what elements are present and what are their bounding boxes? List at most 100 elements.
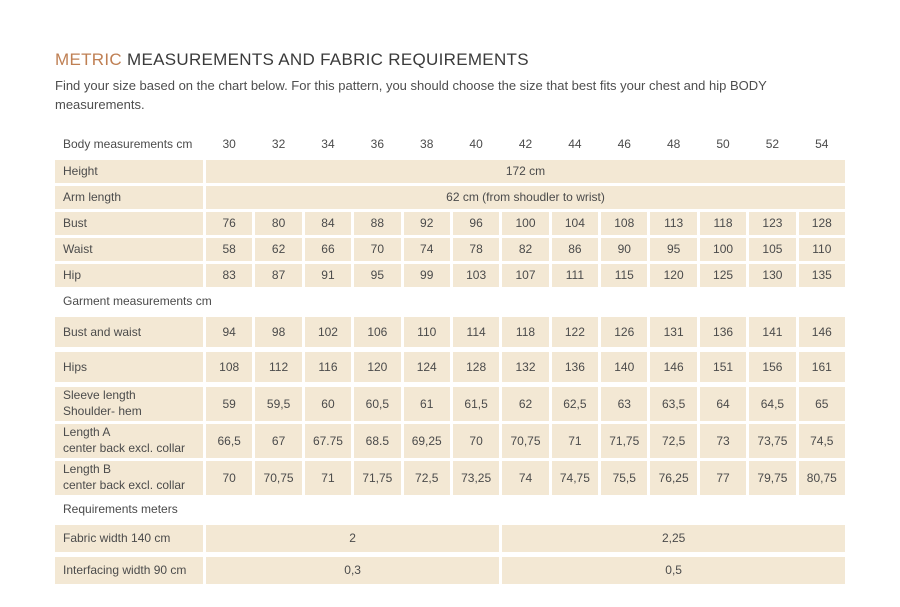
value-cell: 70 [354,237,401,261]
table-row: Hips 108 112 116 120 124 128 132 136 140 146 151 156… [55,351,845,382]
row-label-line1: Length B [63,462,112,477]
row-label: Bust and waist [55,316,203,347]
value-cell: 63,5 [650,386,697,421]
value-cell: 71 [551,423,599,458]
table-row: Interfacing width 90 cm 0,3 0,5 [55,556,845,584]
value-cell: 110 [403,316,450,347]
size-column-header: 54 [815,136,829,151]
value-cell: 124 [403,351,450,382]
table-row: Garment measurements cm [55,290,845,312]
value-cell: 151 [699,351,747,382]
column-header-label: Body measurements cm [63,136,193,151]
value-cell: 62 [502,386,549,421]
value-cell: 72,5 [650,423,697,458]
value-cell: 110 [798,237,845,261]
value-cell: 74,5 [798,423,845,458]
value-cell: 98 [255,316,302,347]
value-cell: 128 [798,211,845,235]
value-cell: 104 [551,211,599,235]
size-column-header: 44 [568,136,582,151]
value-cell: 58 [206,237,253,261]
value-cell: 111 [551,263,599,287]
value-cell: 100 [502,211,549,235]
value-cell: 108 [206,351,253,382]
value-cell: 99 [403,263,450,287]
table-row: Fabric width 140 cm 2 2,25 [55,524,845,552]
value-cell: 96 [452,211,500,235]
value-cell: 61,5 [452,386,500,421]
value-cell: 79,75 [749,460,796,495]
value-cell: 105 [749,237,796,261]
row-label: Fabric width 140 cm [55,524,203,552]
table-row: Sleeve length Shoulder- hem 59 59,5 60 60,5 61… [55,386,845,421]
value-cell: 91 [304,263,352,287]
value-cell: 130 [749,263,796,287]
size-column-header: 38 [420,136,434,151]
value-cell: 75,5 [601,460,648,495]
row-label-line2: Shoulder- hem [63,403,142,418]
value-cell: 132 [502,351,549,382]
table-row: Body measurements cm 30 32 34 36 38 40 42 44 46 48… [55,134,845,154]
value-cell: 70,75 [502,423,549,458]
page-title: METRIC MEASUREMENTS AND FABRIC REQUIREME… [55,50,900,70]
value-cell: 108 [601,211,648,235]
value-cell: 61 [403,386,450,421]
row-label-line1: Sleeve length [63,388,136,403]
value-cell: 78 [452,237,500,261]
title-accent: METRIC [55,50,122,69]
value-cell: 71,75 [601,423,648,458]
value-cell: 76,25 [650,460,697,495]
value-cell: 114 [452,316,500,347]
value-cell: 100 [699,237,747,261]
size-column-header: 30 [222,136,236,151]
size-column-header: 50 [716,136,730,151]
requirement-right-cell: 2,25 [502,524,845,552]
value-cell: 94 [206,316,253,347]
table-row: Requirements meters [55,498,845,520]
value-cell: 80 [255,211,302,235]
value-cell: 64,5 [749,386,796,421]
value-cell: 122 [551,316,599,347]
value-cell: 68.5 [354,423,401,458]
value-cell: 92 [403,211,450,235]
value-cell: 66 [304,237,352,261]
value-cell: 76 [206,211,253,235]
row-label-line1: Bust and waist [63,324,142,339]
row-label: Sleeve length Shoulder- hem [55,386,203,421]
section-label: Garment measurements cm [63,293,212,308]
size-chart-table: Body measurements cm 30 32 34 36 38 40 42 44 46 48… [55,134,845,584]
row-label-line2: center back excl. collar [63,477,186,492]
value-cell: 87 [255,263,302,287]
value-cell: 71,75 [354,460,401,495]
value-cell: 69,25 [403,423,450,458]
value-cell: 161 [798,351,845,382]
value-cell: 71 [304,460,352,495]
value-cell: 64 [699,386,747,421]
table-row: Hip 83 87 91 95 99 103 107 111 115 120 125 130 135 [55,263,845,287]
document-page: METRIC MEASUREMENTS AND FABRIC REQUIREME… [55,50,900,584]
value-cell: 77 [699,460,747,495]
value-cell: 107 [502,263,549,287]
value-cell: 118 [699,211,747,235]
value-cell: 62 [255,237,302,261]
value-cell: 90 [601,237,648,261]
row-label: Waist [55,237,203,261]
value-cell: 116 [304,351,352,382]
value-cell: 84 [304,211,352,235]
value-cell: 70,75 [255,460,302,495]
row-label: Arm length [55,185,203,209]
requirement-right-cell: 0,5 [502,556,845,584]
merged-value-cell: 62 cm (from shoudler to wrist) [206,185,845,209]
value-cell: 136 [699,316,747,347]
row-label: Height [55,159,203,183]
value-cell: 59 [206,386,253,421]
value-cell: 83 [206,263,253,287]
value-cell: 141 [749,316,796,347]
value-cell: 88 [354,211,401,235]
value-cell: 102 [304,316,352,347]
value-cell: 60,5 [354,386,401,421]
size-column-header: 36 [370,136,385,151]
